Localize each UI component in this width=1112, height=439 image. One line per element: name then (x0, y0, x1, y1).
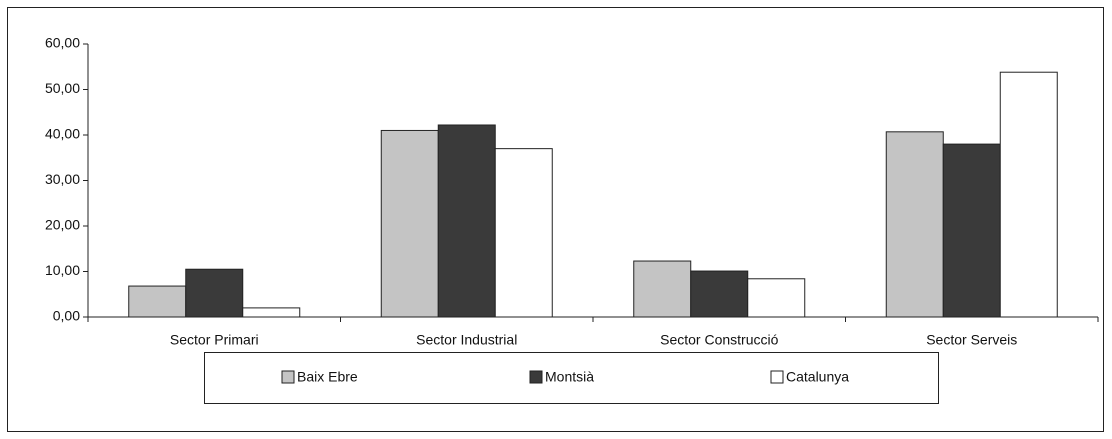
legend-label: Montsià (545, 369, 594, 385)
bar (747, 278, 806, 318)
y-tick-label: 20,00 (45, 217, 80, 233)
bar (885, 131, 944, 318)
x-tick-label: Sector Construcció (660, 332, 778, 348)
y-tick-label: 40,00 (45, 126, 80, 142)
bar (242, 307, 301, 318)
y-tick-label: 10,00 (45, 262, 80, 278)
bar (437, 124, 496, 318)
bar (128, 285, 187, 318)
legend-swatch (529, 370, 543, 384)
bar (690, 270, 749, 318)
y-tick-label: 30,00 (45, 171, 80, 187)
bar (633, 260, 692, 318)
bar (999, 71, 1058, 318)
legend-swatch (281, 370, 295, 384)
legend-label: Baix Ebre (297, 369, 358, 385)
y-tick-label: 50,00 (45, 80, 80, 96)
bar (380, 129, 439, 318)
legend-box (204, 352, 939, 404)
bar (494, 148, 553, 318)
x-tick-label: Sector Primari (170, 332, 259, 348)
x-tick-label: Sector Serveis (926, 332, 1017, 348)
x-tick-label: Sector Industrial (416, 332, 517, 348)
legend-label: Catalunya (786, 369, 849, 385)
bar (185, 268, 244, 318)
y-tick-label: 60,00 (45, 35, 80, 51)
legend-swatch (770, 370, 784, 384)
bar (942, 143, 1001, 318)
y-tick-label: 0,00 (53, 308, 80, 324)
